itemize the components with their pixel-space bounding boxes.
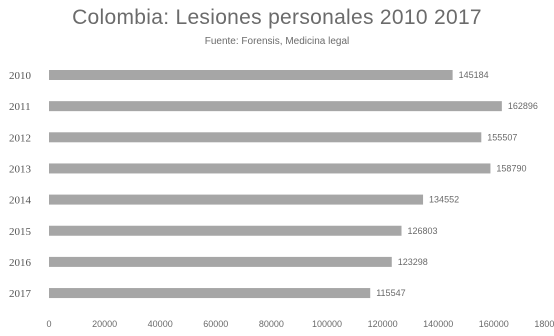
value-label: 115547 — [376, 288, 405, 298]
x-tick-label: 20000 — [92, 319, 117, 329]
value-label: 158790 — [496, 163, 526, 173]
category-label: 2016 — [9, 257, 32, 269]
x-tick-label: 80000 — [259, 319, 284, 329]
bar — [49, 132, 482, 143]
value-label: 162896 — [508, 101, 538, 111]
bar — [49, 163, 491, 174]
category-label: 2010 — [9, 70, 32, 82]
category-label: 2011 — [9, 101, 31, 113]
x-tick-label: 0 — [46, 319, 51, 329]
bar — [49, 70, 453, 80]
chart-title: Colombia: Lesiones personales 2010 2017 — [72, 6, 482, 29]
bar — [49, 256, 392, 267]
value-label: 123298 — [398, 257, 428, 267]
category-label: 2014 — [9, 195, 32, 207]
category-label: 2015 — [9, 226, 32, 238]
value-label: 134552 — [429, 195, 459, 205]
category-label: 2017 — [9, 288, 32, 300]
bar — [49, 101, 502, 112]
value-label: 145184 — [459, 70, 489, 80]
x-tick-label: 60000 — [203, 319, 228, 329]
bar — [49, 225, 402, 236]
value-label: 126803 — [408, 226, 438, 236]
x-tick-label: 120000 — [368, 319, 398, 329]
x-tick-label: 140000 — [423, 319, 453, 329]
x-tick-label: 180000 — [534, 319, 554, 329]
chart-subtitle: Fuente: Forensis, Medicina legal — [204, 36, 350, 47]
x-tick-label: 160000 — [479, 319, 509, 329]
bar — [49, 194, 424, 205]
value-label: 155507 — [487, 132, 517, 142]
category-label: 2013 — [9, 163, 32, 175]
x-tick-label: 100000 — [312, 319, 342, 329]
category-label: 2012 — [9, 132, 31, 144]
bar — [49, 288, 371, 299]
x-tick-label: 40000 — [148, 319, 173, 329]
